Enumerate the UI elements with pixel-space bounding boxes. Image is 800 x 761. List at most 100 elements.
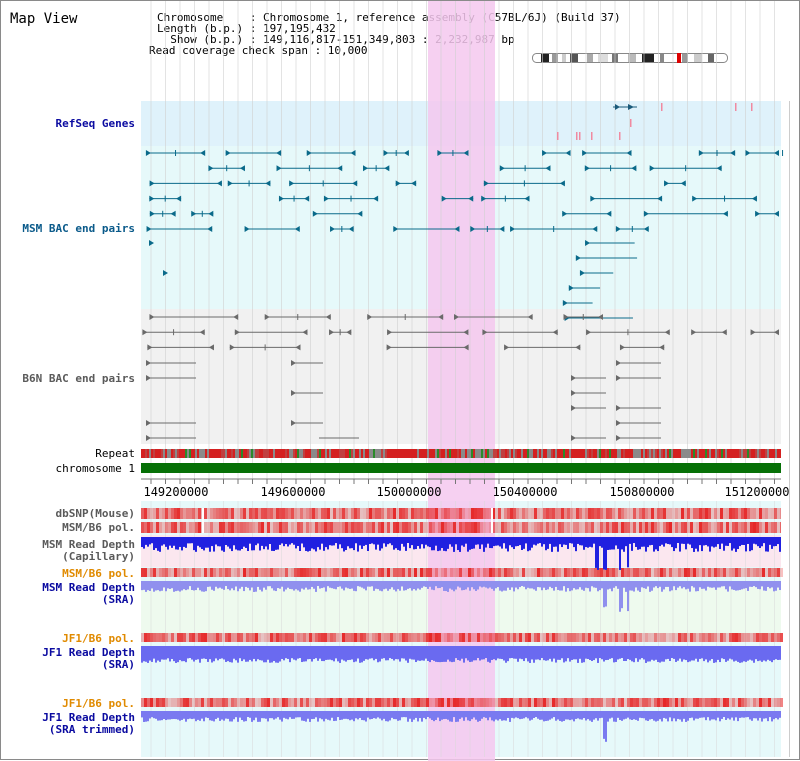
dbsnp-cell — [354, 508, 357, 519]
jf1-depth-sra-bar — [533, 646, 535, 663]
msm-b6-pol-2-cell — [345, 568, 348, 577]
jf1-b6-pol-2-cell — [447, 698, 450, 707]
msm-depth-sra-bar — [433, 581, 435, 591]
jf1-depth-sra-bar — [249, 646, 251, 660]
msm-b6-pol-2-cell — [357, 568, 360, 577]
jf1-b6-pol-cell — [516, 633, 519, 642]
repeat-segment — [433, 449, 435, 458]
msm-b6-pol-2-cell — [558, 568, 561, 577]
msm-depth-cap-bar — [185, 537, 187, 548]
msm-b6-pol-cell — [369, 522, 372, 533]
jf1-depth-trim-bar — [713, 711, 715, 720]
dbsnp-cell — [618, 508, 621, 519]
jf1-b6-pol-2-cell — [744, 698, 747, 707]
vertical-scrollbar[interactable] — [789, 101, 798, 757]
jf1-b6-pol-2-cell — [624, 698, 627, 707]
track-label-dbsnp: dbSNP(Mouse) — [55, 507, 135, 520]
jf1-depth-trim-bar — [153, 711, 155, 719]
jf1-depth-trim-bar — [483, 711, 485, 718]
msm-depth-sra-bar — [293, 581, 295, 591]
msm-depth-sra-bar — [649, 581, 651, 592]
jf1-depth-sra-bar — [301, 646, 303, 663]
msm-b6-pol-2-cell — [624, 568, 627, 577]
msm-depth-sra-bar — [455, 581, 457, 590]
msm-depth-cap-bar — [591, 537, 593, 548]
jf1-depth-sra-bar — [293, 646, 295, 660]
msm-depth-sra-bar — [465, 581, 467, 590]
track-label-jf1-read-depth-trimmed: JF1 Read Depth (SRA trimmed) — [11, 712, 135, 736]
jf1-depth-trim-bar — [313, 711, 315, 719]
jf1-b6-pol-2-cell — [393, 698, 396, 707]
repeat-segment — [575, 449, 577, 458]
dbsnp-cell — [342, 508, 345, 519]
jf1-b6-pol-2-cell — [228, 698, 231, 707]
jf1-depth-sra-bar — [363, 646, 365, 661]
msm-b6-pol-2-cell — [393, 568, 396, 577]
jf1-b6-pol-cell — [285, 633, 288, 642]
msm-b6-pol-2-cell — [423, 568, 426, 577]
repeat-segment — [417, 449, 419, 458]
msm-depth-sra-bar — [275, 581, 277, 592]
jf1-b6-pol-cell — [165, 633, 168, 642]
repeat-segment — [763, 449, 765, 458]
jf1-depth-trim-bar — [493, 711, 495, 722]
jf1-depth-trim-bar — [633, 711, 635, 720]
jf1-b6-pol-2-cell — [729, 698, 732, 707]
repeat-segment — [279, 449, 281, 458]
jf1-b6-pol-cell — [396, 633, 399, 642]
dbsnp-cell — [288, 508, 291, 519]
jf1-depth-trim-bar — [589, 711, 591, 721]
jf1-b6-pol-cell — [663, 633, 666, 642]
dbsnp-cell — [750, 508, 753, 519]
msm-depth-cap-bar — [613, 537, 615, 550]
jf1-depth-sra-bar — [485, 646, 487, 659]
jf1-b6-pol-cell — [555, 633, 558, 642]
repeat-segment — [441, 449, 443, 458]
b6n-bac-pair — [463, 329, 469, 336]
jf1-depth-sra-bar — [613, 646, 615, 663]
msm-bac-pair — [559, 180, 565, 187]
chromosome-ideogram[interactable] — [532, 53, 728, 63]
jf1-b6-pol-2-cell — [381, 698, 384, 707]
msm-bac-pair — [176, 195, 182, 202]
repeat-segment — [225, 449, 227, 458]
msm-depth-sra-bar — [361, 581, 363, 588]
dbsnp-cell — [390, 508, 393, 519]
msm-b6-pol-2-cell — [456, 568, 459, 577]
jf1-depth-sra-bar — [237, 646, 239, 663]
msm-bac-pair — [208, 210, 214, 217]
jf1-depth-trim-bar — [155, 711, 157, 719]
jf1-depth-sra-bar — [171, 646, 173, 659]
jf1-b6-pol-cell — [522, 633, 525, 642]
msm-b6-pol-2-cell — [753, 568, 756, 577]
msm-bac-pair — [244, 226, 250, 232]
msm-b6-pol-cell — [612, 522, 615, 533]
jf1-b6-pol-cell — [408, 633, 411, 642]
jf1-depth-sra-bar — [695, 646, 697, 659]
jf1-depth-sra-bar — [571, 646, 573, 660]
msm-depth-cap-bar — [697, 537, 699, 552]
msm-b6-pol-cell — [489, 522, 492, 533]
msm-depth-sra-bar — [311, 581, 313, 587]
jf1-depth-trim-bar — [205, 711, 207, 718]
msm-b6-pol-cell — [567, 522, 570, 533]
msm-depth-sra-bar — [503, 581, 505, 591]
b6n-bac-pair — [774, 329, 779, 336]
repeat-segment — [459, 449, 461, 458]
jf1-b6-pol-2-cell — [249, 698, 252, 707]
msm-depth-cap-bar — [427, 537, 429, 547]
jf1-depth-trim-bar — [281, 711, 283, 722]
msm-depth-cap-bar — [399, 537, 401, 551]
msm-depth-cap-bar — [733, 537, 735, 549]
msm-bac-pair — [626, 150, 632, 156]
msm-b6-pol-2-cell — [618, 568, 621, 577]
dbsnp-cell — [636, 508, 639, 519]
msm-b6-pol-cell — [558, 522, 561, 533]
msm-b6-pol-cell — [621, 522, 624, 533]
jf1-depth-trim-bar — [209, 711, 211, 721]
msm-depth-sra-bar — [221, 581, 223, 589]
b6n-bac-pair — [233, 314, 239, 320]
repeat-segment — [743, 449, 745, 458]
dbsnp-cell — [336, 508, 339, 519]
